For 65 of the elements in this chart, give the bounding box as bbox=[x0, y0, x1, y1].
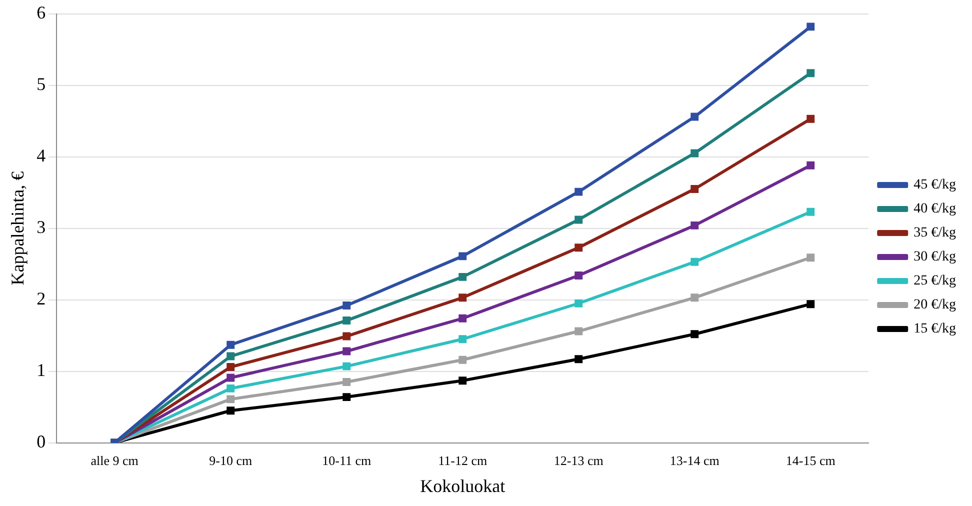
x-tick-label: 11-12 cm bbox=[438, 453, 488, 468]
point bbox=[690, 112, 699, 121]
point bbox=[574, 299, 583, 308]
legend-label: 20 €/kg bbox=[914, 298, 956, 313]
point bbox=[690, 221, 699, 230]
point bbox=[690, 330, 699, 338]
legend-label: 25 €/kg bbox=[914, 274, 956, 289]
point bbox=[806, 161, 815, 170]
point bbox=[226, 395, 235, 404]
point bbox=[690, 294, 699, 302]
x-axis-title: Kokoluokat bbox=[420, 476, 506, 496]
legend-label: 15 €/kg bbox=[914, 322, 956, 337]
point bbox=[226, 363, 235, 371]
point bbox=[226, 406, 235, 415]
point bbox=[458, 294, 467, 302]
y-tick-label: 3 bbox=[36, 217, 46, 238]
y-tick-label: 0 bbox=[36, 432, 46, 452]
legend-label: 45 €/kg bbox=[914, 178, 956, 193]
point bbox=[342, 393, 351, 402]
point bbox=[458, 335, 467, 344]
legend-label: 30 €/kg bbox=[914, 250, 956, 265]
point bbox=[690, 149, 699, 158]
x-tick-label: alle 9 cm bbox=[90, 453, 138, 468]
point bbox=[458, 376, 467, 385]
point bbox=[690, 185, 699, 193]
point bbox=[226, 374, 235, 382]
x-tick-label: 13-14 cm bbox=[670, 453, 720, 468]
point bbox=[226, 340, 235, 349]
point bbox=[226, 384, 235, 392]
point bbox=[574, 355, 583, 364]
legend-label: 35 €/kg bbox=[914, 226, 956, 241]
point bbox=[806, 300, 815, 308]
point bbox=[806, 22, 815, 31]
point bbox=[458, 252, 467, 260]
x-tick-label: 14-15 cm bbox=[786, 453, 836, 468]
point bbox=[342, 347, 351, 356]
point bbox=[574, 244, 583, 252]
y-axis-title: Kappalehinta, € bbox=[8, 171, 28, 286]
point bbox=[342, 332, 351, 340]
y-tick-label: 4 bbox=[36, 146, 46, 166]
point bbox=[574, 188, 583, 196]
x-tick-label: 10-11 cm bbox=[322, 453, 372, 468]
y-tick-label: 2 bbox=[36, 288, 46, 309]
point bbox=[458, 314, 467, 322]
point bbox=[574, 216, 583, 224]
y-tick-label: 1 bbox=[36, 360, 46, 380]
point bbox=[574, 272, 583, 280]
point bbox=[690, 258, 699, 266]
point bbox=[458, 272, 467, 281]
y-tick-label: 5 bbox=[36, 74, 46, 94]
point bbox=[806, 114, 815, 123]
y-tick-label: 6 bbox=[36, 2, 46, 23]
point bbox=[342, 362, 351, 370]
point bbox=[226, 352, 235, 360]
point bbox=[806, 69, 815, 78]
point bbox=[342, 302, 351, 310]
point bbox=[342, 316, 351, 325]
legend-label: 40 €/kg bbox=[914, 202, 956, 217]
point bbox=[806, 254, 815, 262]
point bbox=[806, 208, 815, 216]
x-tick-label: 12-13 cm bbox=[554, 453, 604, 468]
point bbox=[458, 356, 467, 364]
point bbox=[342, 378, 351, 386]
point bbox=[574, 327, 583, 336]
x-tick-label: 9-10 cm bbox=[209, 453, 252, 468]
